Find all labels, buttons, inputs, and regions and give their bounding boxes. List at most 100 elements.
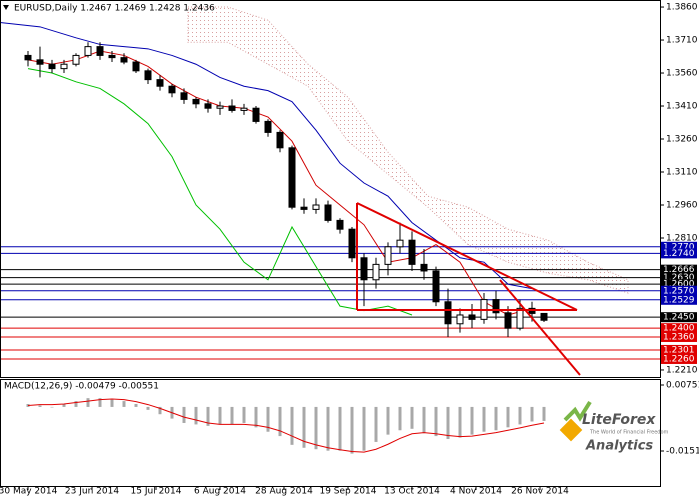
y-tick-label: 1.3110 (666, 168, 698, 178)
candle-body (25, 55, 31, 59)
candle-body (217, 106, 223, 108)
logo-brand: LiteForex (582, 412, 656, 428)
candle-body (373, 264, 379, 279)
macd-bar (111, 400, 114, 407)
y-tick-label: 1.2960 (666, 200, 698, 210)
candle-body (541, 313, 547, 320)
macd-bar (483, 407, 486, 432)
y-tick-label: 1.3260 (666, 135, 698, 145)
y-tick-label: 1.2810 (666, 233, 698, 243)
macd-bar (375, 407, 378, 442)
candle-body (61, 64, 67, 68)
macd-bar (339, 407, 342, 451)
y-tick-label: 1.3860 (666, 3, 698, 13)
x-tick-label: 6 Aug 2014 (194, 487, 246, 497)
macd-bar (231, 407, 234, 425)
level-label: 1.2450 (663, 313, 695, 323)
candle-body (337, 220, 343, 229)
candle-body (193, 99, 199, 103)
candle-body (157, 80, 163, 87)
candle-body (73, 55, 79, 64)
macd-bar (195, 407, 198, 425)
candle-body (277, 132, 283, 147)
macd-bar (255, 407, 258, 427)
candle-body (49, 64, 55, 68)
candle-body (409, 240, 415, 264)
macd-bar (291, 407, 294, 445)
candle-body (433, 271, 439, 302)
macd-bar (87, 398, 90, 407)
x-tick-label: 15 Jul 2014 (131, 487, 182, 497)
macd-bar (219, 407, 222, 425)
candle-body (325, 205, 331, 220)
macd-bar (447, 407, 450, 439)
level-label: 1.2740 (663, 249, 695, 259)
candle-body (181, 93, 187, 100)
macd-bar (399, 407, 402, 430)
macd-bar (39, 405, 42, 406)
macd-bar (363, 407, 366, 451)
x-tick-label: 19 Sep 2014 (319, 487, 376, 497)
y-tick-label: -0.01511 (666, 447, 699, 457)
level-label: 1.2360 (663, 332, 695, 342)
macd-bar (423, 407, 426, 433)
candle-body (385, 247, 391, 265)
macd-bar (183, 407, 186, 423)
macd-bar (519, 407, 522, 425)
x-tick-label: 30 May 2014 (0, 487, 58, 497)
candle-body (361, 258, 367, 280)
candle-body (97, 47, 103, 56)
candle-body (301, 207, 307, 209)
candle-body (229, 106, 235, 110)
candle-body (241, 108, 247, 110)
y-tick-label: 1.3710 (666, 36, 698, 46)
candle-body (421, 264, 427, 271)
y-tick-label: 1.3560 (666, 69, 698, 79)
macd-bar (411, 407, 414, 429)
macd-bar (531, 407, 534, 422)
macd-bar (495, 407, 498, 430)
candle-body (469, 315, 475, 319)
macd-bar (243, 407, 246, 423)
candle-body (133, 62, 139, 71)
level-label: 1.2260 (663, 354, 695, 364)
y-tick-label: 1.3410 (666, 102, 698, 112)
macd-bar (135, 404, 138, 407)
candle-body (145, 71, 151, 80)
candle-body (505, 313, 511, 328)
candle-body (253, 108, 259, 121)
macd-title: MACD(12,26,9) -0.00479 -0.00551 (4, 382, 159, 392)
macd-bar (351, 407, 354, 454)
macd-bar (51, 407, 54, 408)
candle-body (169, 86, 175, 93)
candle-body (205, 104, 211, 108)
x-tick-label: 26 Nov 2014 (511, 487, 569, 497)
candle-body (517, 308, 523, 328)
candle-body (109, 55, 115, 57)
macd-bar (315, 407, 318, 449)
x-tick-label: 28 Aug 2014 (255, 487, 313, 497)
y-tick-label: 1.2210 (666, 365, 698, 375)
macd-bar (123, 401, 126, 407)
candle-body (121, 58, 127, 62)
macd-bar (507, 407, 510, 427)
chart-title: EURUSD,Daily 1.2467 1.2469 1.2428 1.2436 (14, 4, 215, 14)
candle-body (313, 205, 319, 209)
candle-body (37, 60, 43, 64)
candle-body (289, 148, 295, 207)
x-tick-label: 4 Nov 2014 (450, 487, 502, 497)
x-tick-label: 13 Oct 2014 (384, 487, 440, 497)
macd-bar (435, 407, 438, 436)
logo-product: Analytics (585, 439, 653, 454)
macd-bar (147, 407, 150, 410)
candle-body (265, 121, 271, 132)
logo-tagline: The World of Financial Freedom (589, 430, 669, 436)
candle-body (85, 47, 91, 56)
macd-bar (387, 407, 390, 435)
macd-bar (543, 407, 546, 421)
y-tick-label: 0.00751 (666, 381, 699, 391)
macd-bar (471, 407, 474, 435)
candle-body (457, 315, 463, 324)
candle-body (349, 229, 355, 258)
